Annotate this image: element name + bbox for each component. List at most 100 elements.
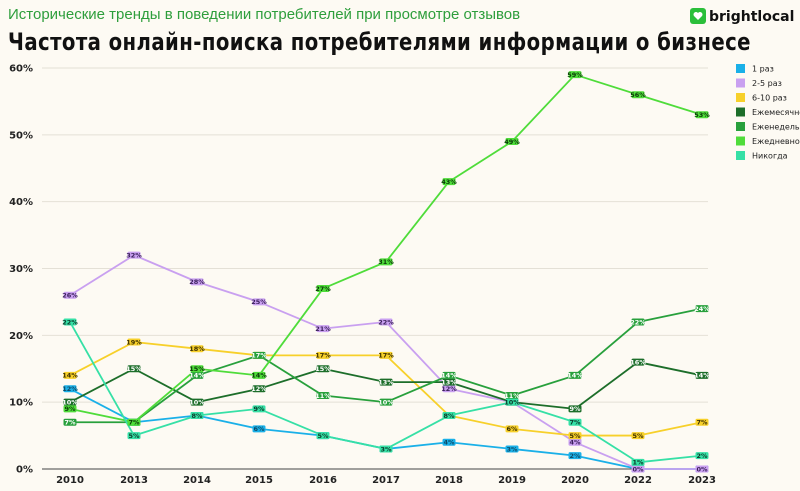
y-tick-label: 0% [16,465,33,476]
data-point-marker [505,445,519,453]
data-label: 10% [62,398,78,406]
x-tick-label: 2020 [561,475,589,486]
data-point-marker [252,405,266,413]
x-tick-label: 2018 [435,475,463,486]
data-point-marker [442,385,456,393]
data-label: 2% [569,452,581,460]
data-point-marker [568,418,582,426]
data-label: 5% [128,432,140,440]
data-point-marker [252,371,266,379]
data-label: 18% [189,345,205,353]
data-point-marker [316,365,330,373]
data-point-marker [63,371,77,379]
data-label: 56% [630,91,646,99]
data-point-marker [695,465,709,473]
data-label: 14% [567,372,583,380]
legend-label: 1 раз [752,65,774,74]
data-point-marker [190,345,204,353]
data-point-marker [127,365,141,373]
data-point-marker [505,138,519,146]
y-tick-label: 30% [9,264,33,275]
data-label: 15% [126,365,142,373]
data-label: 19% [126,338,142,346]
data-point-marker [379,398,393,406]
data-point-marker [568,405,582,413]
grid-layer [42,67,708,470]
label-layer: 12% 7% 8% 6% 5% 3% 4% 3% 2% 0% 0% 26% 32% 28% 25% 21% 22… [62,71,710,473]
data-label: 4% [569,439,581,447]
data-label: 7% [696,419,708,427]
data-label: 17% [378,352,394,360]
data-point-marker [63,418,77,426]
series-line [69,321,703,464]
legend-swatch [736,78,745,88]
data-point-marker [316,432,330,440]
x-tick-label: 2015 [245,475,273,486]
data-label: 31% [378,258,394,266]
data-point-marker [695,418,709,426]
data-label: 53% [694,111,710,119]
x-tick-label: 2013 [120,475,148,486]
data-label: 59% [567,71,583,79]
data-label: 22% [62,318,78,326]
data-label: 22% [630,318,646,326]
data-label: 14% [62,372,78,380]
data-point-marker [442,412,456,420]
data-label: 15% [189,365,205,373]
data-label: 26% [62,292,78,300]
data-point-marker [63,398,77,406]
data-point-marker [190,278,204,286]
legend-swatch [736,151,745,160]
data-point-marker [568,371,582,379]
x-tick-label: 2010 [56,475,84,486]
legend-swatch [736,107,745,117]
data-label: 13% [378,378,394,386]
data-point-marker [379,258,393,266]
legend-swatch [736,93,745,102]
data-point-marker [127,338,141,346]
data-point-marker [568,432,582,440]
y-tick-label: 40% [9,197,33,208]
data-label: 22% [378,318,394,326]
data-point-marker [316,351,330,359]
x-tick-label: 2017 [372,475,400,486]
data-label: 8% [191,412,203,420]
data-label: 14% [251,372,267,380]
data-point-marker [505,398,519,406]
data-point-marker [127,432,141,440]
data-point-marker [568,71,582,79]
brightlocal-logo: brightlocal [690,8,794,25]
data-label: 8% [443,412,455,420]
data-point-marker [127,418,141,426]
data-label: 14% [441,372,457,380]
data-label: 17% [315,352,331,360]
data-label: 14% [694,372,710,380]
data-point-marker [252,385,266,393]
data-label: 7% [569,419,581,427]
x-tick-label: 2014 [183,475,211,486]
data-label: 10% [189,398,205,406]
data-label: 17% [251,352,267,360]
data-label: 49% [504,138,520,146]
line-layer [69,73,703,470]
data-point-marker [127,251,141,259]
data-label: 16% [630,358,646,366]
data-point-marker [631,458,645,466]
chart-title: Частота онлайн-поиска потребителями инфо… [8,28,751,56]
axis-layer: 0% 10% 20% 30% 40% 50% 60% 2010 2013 2014 2015 2016… [9,64,716,487]
data-point-marker [442,178,456,186]
data-point-marker [695,371,709,379]
series-line [69,73,703,424]
data-point-marker [316,325,330,333]
data-point-marker [631,91,645,99]
data-label: 9% [253,405,265,413]
data-point-marker [63,405,77,413]
data-point-marker [63,385,77,393]
data-label: 1% [632,459,644,467]
legend: 1 раз 2-5 раз 6-10 раз Ежемесячно Еженедельн… [736,64,800,161]
data-point-marker [631,432,645,440]
data-point-marker [505,391,519,399]
data-point-marker [631,318,645,326]
data-label: 2% [696,452,708,460]
data-point-marker [695,452,709,460]
